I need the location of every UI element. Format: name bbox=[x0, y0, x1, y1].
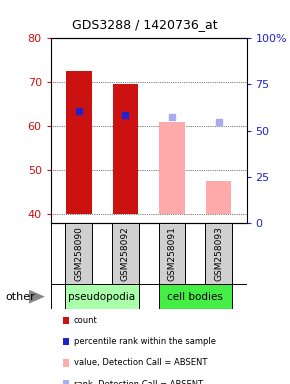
Bar bbox=[113, 84, 138, 214]
Bar bbox=[159, 284, 232, 309]
Polygon shape bbox=[29, 290, 45, 303]
Text: GSM258093: GSM258093 bbox=[214, 226, 223, 281]
Bar bbox=[66, 223, 92, 284]
Text: other: other bbox=[6, 291, 36, 302]
Bar bbox=[66, 71, 92, 214]
Text: GDS3288 / 1420736_at: GDS3288 / 1420736_at bbox=[72, 18, 218, 31]
Text: value, Detection Call = ABSENT: value, Detection Call = ABSENT bbox=[74, 358, 207, 367]
Text: pseudopodia: pseudopodia bbox=[68, 291, 136, 302]
Bar bbox=[66, 284, 139, 309]
Bar bbox=[205, 223, 232, 284]
Bar bbox=[63, 316, 69, 324]
Text: cell bodies: cell bodies bbox=[167, 291, 223, 302]
Text: GSM258091: GSM258091 bbox=[167, 226, 176, 281]
Bar bbox=[63, 359, 69, 366]
Text: count: count bbox=[74, 316, 98, 325]
Text: GSM258090: GSM258090 bbox=[74, 226, 83, 281]
Bar bbox=[63, 380, 69, 384]
Bar bbox=[159, 122, 185, 214]
Bar bbox=[159, 223, 185, 284]
Text: GSM258092: GSM258092 bbox=[121, 226, 130, 281]
Text: rank, Detection Call = ABSENT: rank, Detection Call = ABSENT bbox=[74, 379, 203, 384]
Bar bbox=[112, 223, 139, 284]
Bar bbox=[206, 181, 231, 214]
Text: percentile rank within the sample: percentile rank within the sample bbox=[74, 337, 216, 346]
Bar bbox=[63, 338, 69, 346]
